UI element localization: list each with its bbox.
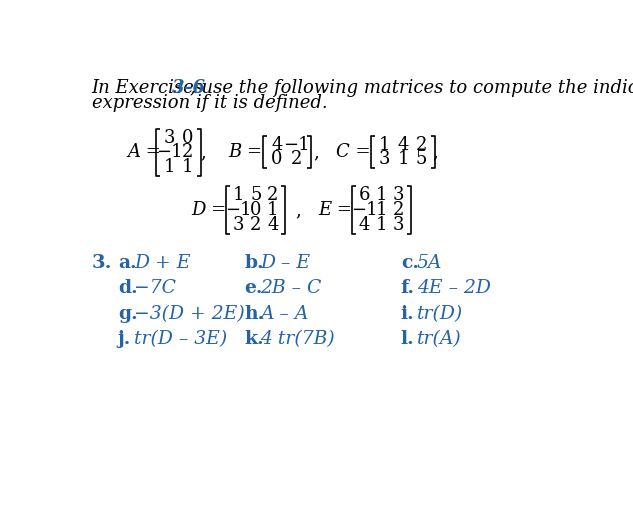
Text: expression if it is defined.: expression if it is defined. (92, 94, 327, 112)
Text: D =: D = (192, 201, 227, 219)
Text: 5A: 5A (417, 254, 442, 272)
Text: 1: 1 (163, 158, 175, 176)
Text: −1: −1 (351, 201, 378, 219)
Text: 1: 1 (375, 216, 387, 234)
Text: ,: , (296, 201, 301, 219)
Text: 5: 5 (250, 186, 261, 204)
Text: C =: C = (336, 143, 371, 161)
Text: 3.: 3. (92, 254, 112, 272)
Text: , use the following matrices to compute the indicated: , use the following matrices to compute … (190, 79, 633, 97)
Text: E =: E = (318, 201, 352, 219)
Text: 1: 1 (375, 186, 387, 204)
Text: h.: h. (244, 305, 265, 323)
Text: l.: l. (401, 330, 415, 348)
Text: B =: B = (228, 143, 262, 161)
Text: 2: 2 (291, 151, 303, 169)
Text: 5: 5 (416, 151, 427, 169)
Text: 1: 1 (379, 136, 390, 154)
Text: 3: 3 (233, 216, 244, 234)
Text: 1: 1 (267, 201, 279, 219)
Text: 2: 2 (182, 143, 193, 161)
Text: 2B – C: 2B – C (260, 279, 322, 297)
Text: tr(D – 3E): tr(D – 3E) (134, 330, 227, 348)
Text: tr(A): tr(A) (417, 330, 462, 348)
Text: f.: f. (401, 279, 415, 297)
Text: 0: 0 (271, 151, 282, 169)
Text: 4E – 2D: 4E – 2D (417, 279, 491, 297)
Text: −7C: −7C (134, 279, 176, 297)
Text: 4: 4 (271, 136, 282, 154)
Text: 4: 4 (267, 216, 279, 234)
Text: ,: , (313, 143, 319, 161)
Text: A – A: A – A (260, 305, 309, 323)
Text: −1: −1 (284, 136, 310, 154)
Text: 2: 2 (267, 186, 279, 204)
Text: D – E: D – E (260, 254, 311, 272)
Text: 3–6: 3–6 (172, 79, 206, 97)
Text: 1: 1 (182, 158, 193, 176)
Text: 3: 3 (392, 186, 404, 204)
Text: 1: 1 (375, 201, 387, 219)
Text: 3: 3 (379, 151, 390, 169)
Text: 2: 2 (250, 216, 261, 234)
Text: 4 tr(7B): 4 tr(7B) (260, 330, 335, 348)
Text: 1: 1 (233, 186, 244, 204)
Text: g.: g. (118, 305, 137, 323)
Text: D + E: D + E (134, 254, 191, 272)
Text: 1: 1 (398, 151, 409, 169)
Text: tr(D): tr(D) (417, 305, 463, 323)
Text: −3(D + 2E): −3(D + 2E) (134, 305, 245, 323)
Text: a.: a. (118, 254, 136, 272)
Text: 6: 6 (358, 186, 370, 204)
Text: 4: 4 (359, 216, 370, 234)
Text: 2: 2 (416, 136, 427, 154)
Text: i.: i. (401, 305, 415, 323)
Text: 3: 3 (163, 128, 175, 146)
Text: In Exercises: In Exercises (92, 79, 210, 97)
Text: A =: A = (127, 143, 161, 161)
Text: 0: 0 (182, 128, 193, 146)
Text: e.: e. (244, 279, 263, 297)
Text: 2: 2 (392, 201, 404, 219)
Text: k.: k. (244, 330, 264, 348)
Text: b.: b. (244, 254, 264, 272)
Text: ,: , (200, 143, 206, 161)
Text: −1: −1 (156, 143, 182, 161)
Text: d.: d. (118, 279, 137, 297)
Text: c.: c. (401, 254, 418, 272)
Text: j.: j. (118, 330, 131, 348)
Text: −1: −1 (225, 201, 252, 219)
Text: 0: 0 (250, 201, 261, 219)
Text: ,: , (432, 143, 438, 161)
Text: 4: 4 (398, 136, 409, 154)
Text: 3: 3 (392, 216, 404, 234)
